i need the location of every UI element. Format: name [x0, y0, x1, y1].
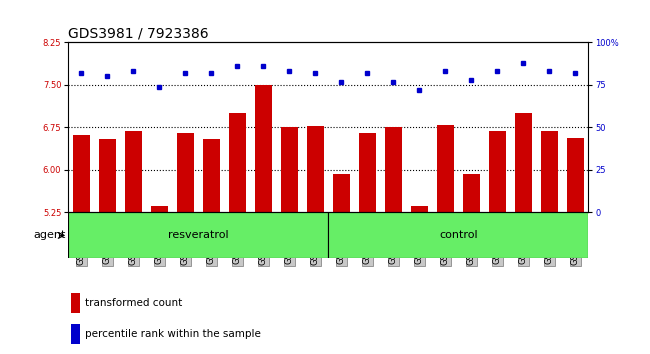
Text: transformed count: transformed count: [85, 298, 182, 308]
FancyBboxPatch shape: [68, 212, 588, 258]
Bar: [463, 174, 480, 212]
Bar: [385, 127, 402, 212]
Bar: [437, 125, 454, 212]
Bar: [151, 206, 168, 212]
Bar: [489, 131, 506, 212]
Bar: [125, 131, 142, 212]
Bar: [177, 132, 194, 212]
Bar: [307, 126, 324, 212]
Bar: [541, 131, 558, 212]
Bar: [99, 139, 116, 212]
Bar: [333, 174, 350, 212]
Bar: [71, 324, 80, 344]
Text: GDS3981 / 7923386: GDS3981 / 7923386: [68, 27, 209, 41]
Bar: [229, 113, 246, 212]
Bar: [359, 133, 376, 212]
Bar: [203, 139, 220, 212]
Bar: [567, 138, 584, 212]
Bar: [255, 85, 272, 212]
Bar: [411, 206, 428, 212]
Bar: [281, 127, 298, 212]
Text: control: control: [439, 230, 478, 240]
Text: resveratrol: resveratrol: [168, 230, 229, 240]
Text: percentile rank within the sample: percentile rank within the sample: [85, 329, 261, 339]
FancyBboxPatch shape: [328, 212, 588, 258]
Bar: [73, 135, 90, 212]
FancyBboxPatch shape: [68, 212, 328, 258]
Bar: [515, 113, 532, 212]
Text: agent: agent: [33, 230, 66, 240]
Bar: [71, 293, 80, 314]
